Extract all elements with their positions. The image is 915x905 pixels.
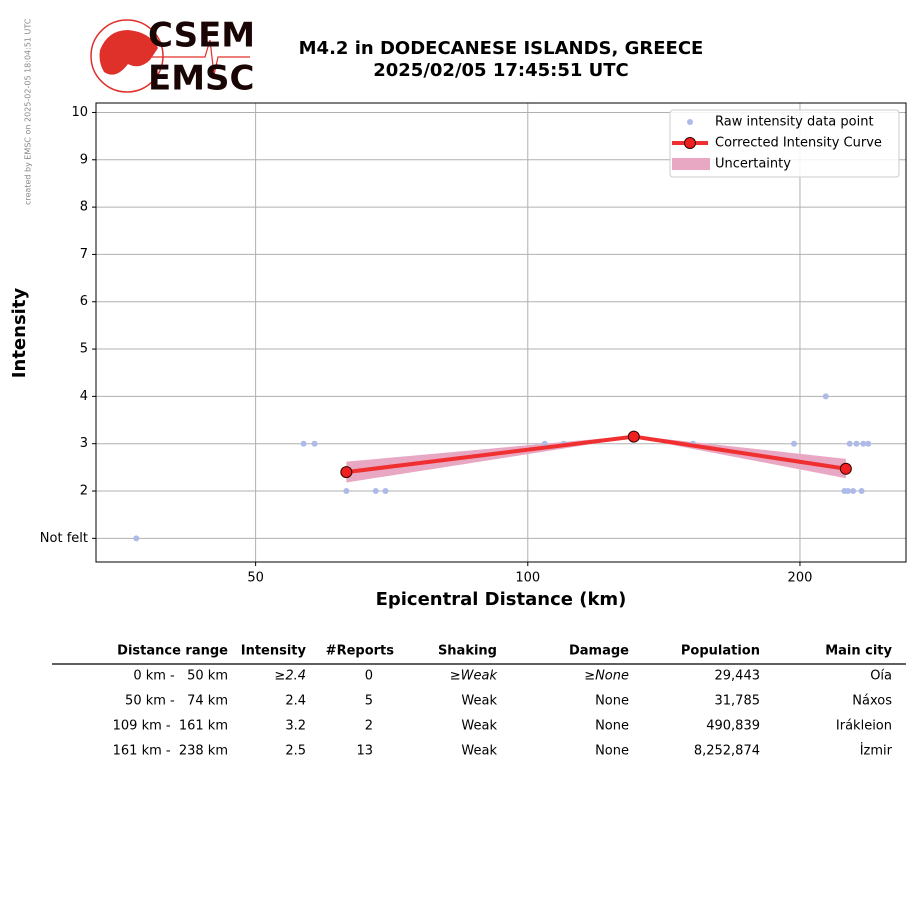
table-cell: Weak [461, 744, 497, 759]
table-header: Shaking [438, 644, 497, 659]
data-point [858, 488, 865, 495]
y-tick-label: 3 [80, 436, 88, 451]
data-point [541, 440, 548, 447]
table-cell: 109 km - 161 km [113, 719, 228, 734]
uncertainty-band [346, 435, 846, 483]
table-cell: Weak [461, 719, 497, 734]
data-point [844, 488, 851, 495]
table-cell: 29,443 [715, 669, 761, 684]
table-cell: None [595, 744, 629, 759]
legend-marker [684, 137, 696, 149]
table-cell: 2 [365, 719, 373, 734]
table-cell: None [595, 694, 629, 709]
logo-wave [150, 39, 250, 76]
data-point [343, 488, 350, 495]
table-cell: 161 km - 238 km [113, 744, 228, 759]
table-cell: Irákleion [836, 719, 892, 734]
logo-map [99, 30, 158, 75]
data-point [311, 440, 318, 447]
logo-text: EMSC [148, 59, 255, 99]
table-header: Main city [825, 644, 892, 659]
table-cell: Oía [870, 669, 892, 684]
table-cell: 0 km - 50 km [133, 669, 228, 684]
y-tick-label: 2 [80, 484, 88, 499]
table-header: Distance range [117, 644, 228, 659]
table-cell: 13 [356, 744, 373, 759]
legend-label: Uncertainty [715, 157, 791, 172]
data-point [860, 440, 867, 447]
y-tick-label: 5 [80, 342, 88, 357]
x-tick-label: 200 [788, 571, 813, 586]
table-cell: 3.2 [285, 719, 306, 734]
legend-marker [687, 119, 693, 125]
y-tick-label: 10 [71, 105, 88, 120]
data-point [865, 440, 872, 447]
curve-marker [839, 462, 852, 475]
table-header: #Reports [326, 644, 395, 659]
plot-frame [95, 102, 907, 563]
table-cell: ≥None [584, 669, 629, 684]
table-cell: 31,785 [715, 694, 761, 709]
logo: CSEM EMSC [90, 16, 255, 99]
table-cell: 0 [365, 669, 373, 684]
legend-label: Raw intensity data point [715, 115, 874, 130]
y-tick-label: 7 [80, 247, 88, 262]
legend-box [669, 109, 900, 178]
table-cell: 2.5 [285, 744, 306, 759]
curve-marker [627, 430, 640, 443]
legend-patch [672, 158, 710, 170]
table-cell: İzmir [860, 743, 893, 759]
logo-ring [90, 19, 164, 93]
x-axis-label: Epicentral Distance (km) [376, 589, 627, 610]
data-point [372, 488, 379, 495]
x-tick-label: 100 [515, 571, 540, 586]
data-point [822, 393, 829, 400]
data-point [133, 535, 140, 542]
chart-subtitle: 2025/02/05 17:45:51 UTC [373, 60, 629, 81]
y-tick-label: 9 [80, 152, 88, 167]
data-point [850, 488, 857, 495]
credit: created by EMSC on 2025-02-05 18:04:51 U… [24, 18, 33, 205]
data-point [846, 440, 853, 447]
y-tick-label: 6 [80, 294, 88, 309]
table-cell: 8,252,874 [694, 744, 760, 759]
table-header: Population [681, 644, 760, 659]
y-axis-label: Intensity [9, 288, 30, 379]
data-point [300, 440, 307, 447]
x-tick-label: 50 [247, 571, 264, 586]
legend-label: Corrected Intensity Curve [715, 136, 882, 151]
table-header: Intensity [241, 644, 307, 659]
table-cell: 490,839 [706, 719, 760, 734]
table-cell: 5 [365, 694, 373, 709]
y-tick-label: 4 [80, 389, 88, 404]
y-tick-label: Not felt [40, 531, 88, 546]
chart-title: M4.2 in DODECANESE ISLANDS, GREECE [299, 38, 704, 59]
data-point [853, 440, 860, 447]
data-point [382, 488, 389, 495]
table-cell: ≥Weak [450, 669, 498, 684]
table-cell: 50 km - 74 km [125, 694, 228, 709]
table-cell: 2.4 [285, 694, 306, 709]
table-cell: ≥2.4 [274, 669, 306, 684]
legend: Raw intensity data point Corrected Intens… [669, 109, 900, 178]
logo-text: CSEM [148, 16, 255, 56]
table-cell: Weak [461, 694, 497, 709]
table-cell: Náxos [852, 694, 892, 709]
curve-marker [340, 466, 353, 479]
y-tick-label: 8 [80, 200, 88, 215]
table-header: Damage [569, 644, 629, 659]
table-cell: None [595, 719, 629, 734]
data-point [791, 440, 798, 447]
